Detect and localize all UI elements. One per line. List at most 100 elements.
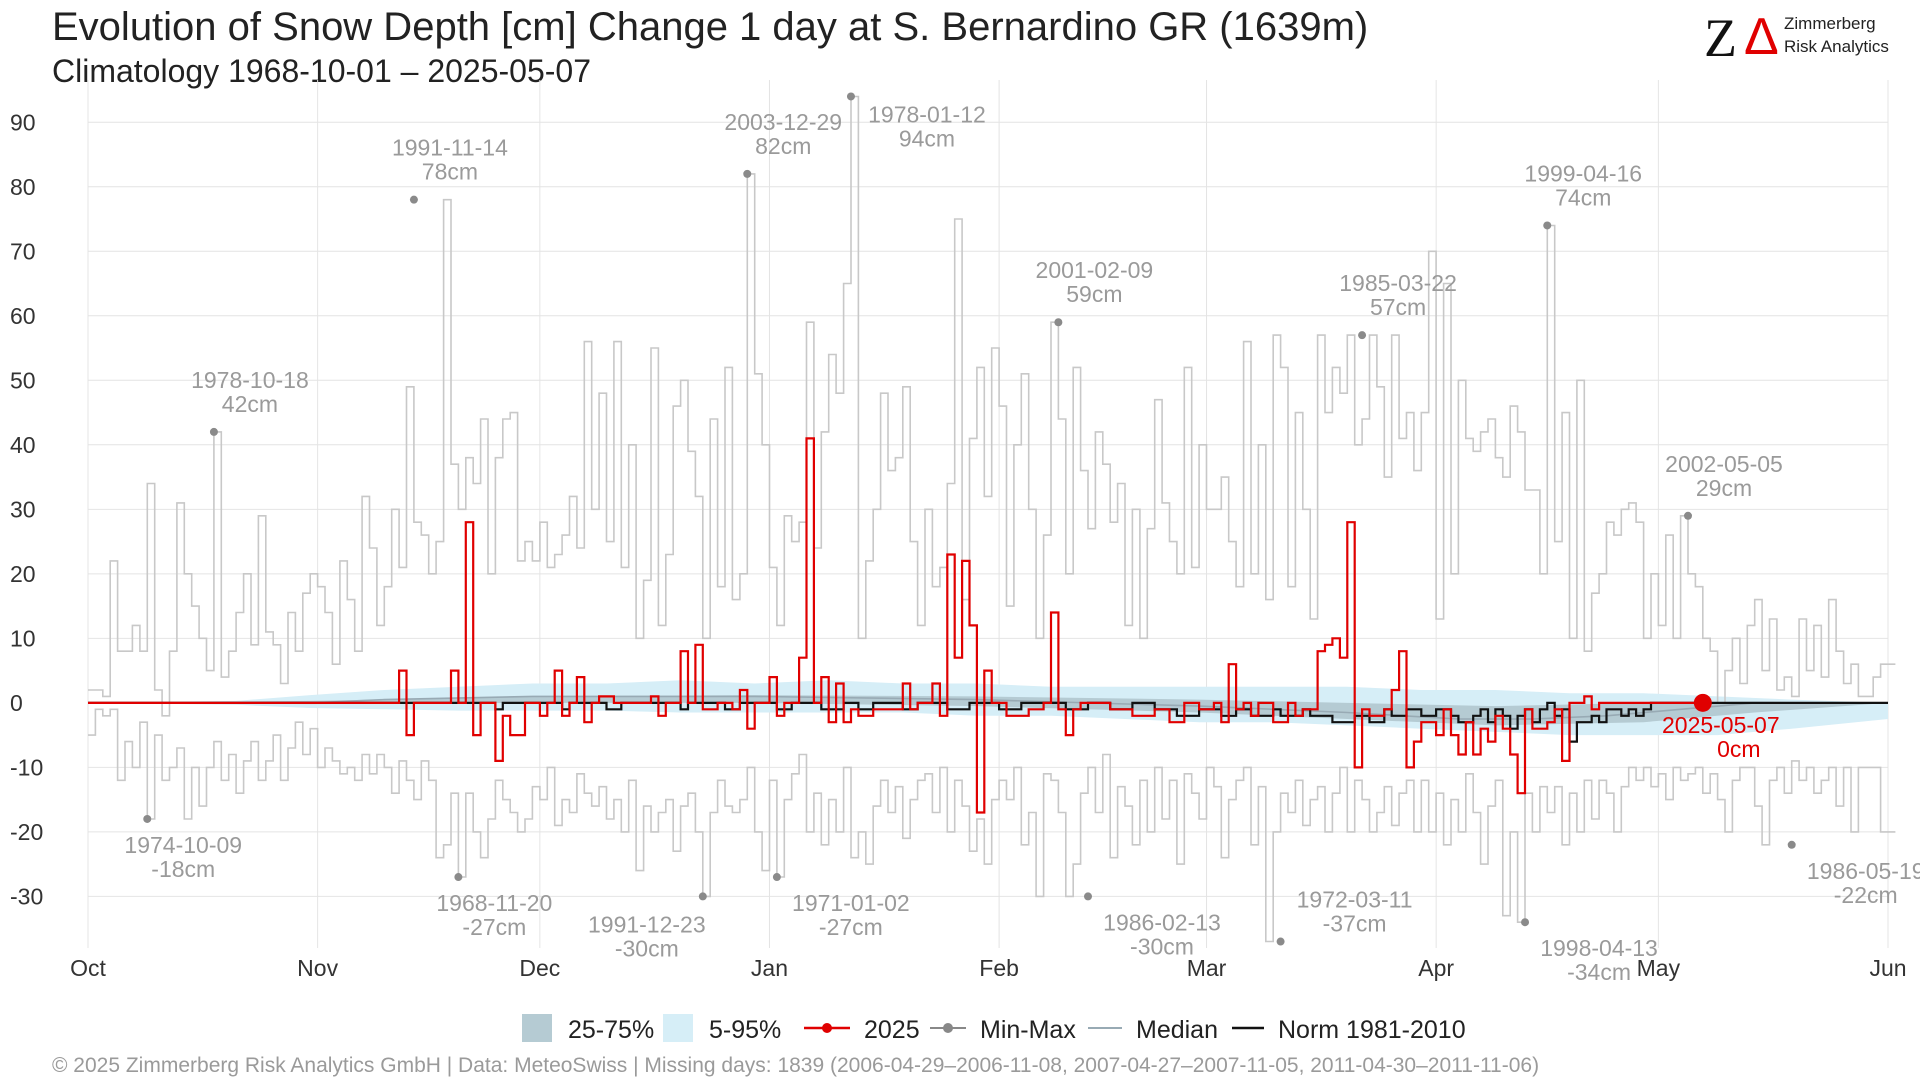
extreme-date-label: 1999-04-16 bbox=[1524, 160, 1642, 186]
extreme-marker bbox=[1084, 892, 1092, 901]
y-tick-label: 0 bbox=[10, 690, 23, 716]
extreme-date-label: 1974-10-09 bbox=[124, 832, 242, 858]
extreme-value-label: 82cm bbox=[755, 133, 811, 159]
extreme-date-label: 1985-03-22 bbox=[1339, 270, 1457, 296]
legend-swatch-5-95 bbox=[663, 1014, 693, 1042]
extreme-marker bbox=[1358, 331, 1367, 340]
extreme-value-label: -27cm bbox=[819, 914, 883, 940]
extreme-marker bbox=[209, 427, 218, 436]
grid bbox=[87, 80, 1889, 948]
x-tick-label: May bbox=[1637, 955, 1681, 981]
extreme-date-label: 1971-01-02 bbox=[792, 890, 910, 916]
extreme-marker bbox=[1543, 221, 1552, 230]
y-tick-label: -30 bbox=[10, 883, 43, 909]
extreme-marker bbox=[846, 92, 855, 101]
extreme-marker bbox=[743, 169, 752, 178]
extreme-value-label: -30cm bbox=[615, 935, 679, 961]
x-tick-label: Dec bbox=[519, 955, 560, 981]
extreme-value-label: 57cm bbox=[1370, 294, 1426, 320]
y-tick-label: 40 bbox=[10, 432, 36, 458]
y-tick-label: 20 bbox=[10, 561, 36, 587]
logo-delta-mark: Δ bbox=[1744, 8, 1779, 66]
axes: 90 80 70 60 50 40 30 20 10 0 -10 -20 -30 Oct Nov Dec Jan… bbox=[10, 109, 1907, 981]
extreme-value-label: 74cm bbox=[1555, 184, 1611, 210]
current-last-date-label: 2025-05-07 bbox=[1662, 712, 1780, 738]
extreme-date-label: 1978-10-18 bbox=[191, 367, 309, 393]
extreme-date-label: 2001-02-09 bbox=[1036, 257, 1154, 283]
extreme-value-label: -37cm bbox=[1323, 911, 1387, 937]
y-tick-label: 70 bbox=[10, 238, 36, 264]
current-2025-line bbox=[88, 437, 1703, 814]
extreme-value-label: 94cm bbox=[899, 125, 955, 151]
extreme-value-label: -27cm bbox=[462, 914, 526, 940]
extreme-date-label: 1986-02-13 bbox=[1103, 909, 1221, 935]
legend-label-min-max: Min-Max bbox=[980, 1016, 1076, 1044]
legend-dot-min-max bbox=[943, 1023, 953, 1033]
extreme-date-label: 2002-05-05 bbox=[1665, 451, 1783, 477]
footer-credits: © 2025 Zimmerberg Risk Analytics GmbH | … bbox=[52, 1054, 1539, 1077]
extreme-marker bbox=[409, 195, 418, 204]
extreme-marker bbox=[1787, 840, 1796, 849]
y-tick-label: 10 bbox=[10, 625, 36, 651]
y-tick-label: 30 bbox=[10, 496, 36, 522]
extreme-date-label: 1978-01-12 bbox=[868, 101, 986, 127]
y-tick-label: -10 bbox=[10, 754, 43, 780]
current-last-point bbox=[1693, 693, 1712, 712]
x-tick-label: Feb bbox=[979, 955, 1019, 981]
percentile-bands bbox=[88, 680, 1888, 736]
y-tick-label: 60 bbox=[10, 303, 36, 329]
x-tick-label: Mar bbox=[1187, 955, 1227, 981]
x-tick-label: Oct bbox=[70, 955, 106, 981]
extreme-marker bbox=[1054, 318, 1063, 327]
extreme-date-label: 1998-04-13 bbox=[1540, 935, 1658, 961]
legend-label-median: Median bbox=[1136, 1016, 1218, 1044]
min-max-series bbox=[88, 95, 1896, 943]
legend-label-2025: 2025 bbox=[864, 1016, 920, 1044]
extreme-date-label: 1991-11-14 bbox=[392, 135, 508, 161]
chart-subtitle: Climatology 1968-10-01 – 2025-05-07 bbox=[52, 53, 591, 89]
extreme-value-label: -22cm bbox=[1834, 882, 1898, 908]
logo-z-mark: Z bbox=[1704, 8, 1737, 68]
extreme-date-label: 1968-11-20 bbox=[436, 890, 552, 916]
legend-label-25-75: 25-75% bbox=[568, 1016, 654, 1044]
extreme-marker bbox=[1684, 511, 1692, 520]
extreme-value-label: 78cm bbox=[422, 159, 478, 185]
logo-line1: Zimmerberg bbox=[1784, 14, 1876, 33]
legend-swatch-25-75 bbox=[522, 1014, 552, 1042]
extreme-date-label: 1972-03-11 bbox=[1297, 887, 1413, 913]
y-tick-label: 50 bbox=[10, 367, 36, 393]
extreme-date-label: 1991-12-23 bbox=[588, 911, 706, 937]
x-tick-label: Jun bbox=[1869, 955, 1906, 981]
current-last-value-label: 0cm bbox=[1717, 736, 1760, 762]
x-tick-label: Jan bbox=[751, 955, 788, 981]
logo-line2: Risk Analytics bbox=[1784, 37, 1889, 56]
legend-label-5-95: 5-95% bbox=[709, 1016, 781, 1044]
extreme-value-label: -30cm bbox=[1130, 933, 1194, 959]
extreme-date-label: 2003-12-29 bbox=[724, 109, 842, 135]
extreme-marker bbox=[143, 814, 152, 823]
extreme-value-label: 29cm bbox=[1696, 475, 1752, 501]
min-line bbox=[88, 708, 1896, 943]
extreme-date-label: 1986-05-19 bbox=[1807, 858, 1920, 884]
extreme-value-label: -34cm bbox=[1567, 959, 1631, 985]
y-tick-label: 80 bbox=[10, 174, 36, 200]
x-tick-label: Apr bbox=[1418, 955, 1454, 981]
extreme-marker bbox=[1276, 937, 1285, 946]
extreme-value-label: -18cm bbox=[151, 856, 215, 882]
extreme-marker bbox=[1521, 918, 1530, 927]
logo: Z Δ Zimmerberg Risk Analytics bbox=[1704, 8, 1889, 68]
extreme-marker bbox=[698, 892, 707, 901]
extreme-marker bbox=[454, 873, 463, 882]
x-tick-label: Nov bbox=[297, 955, 338, 981]
extreme-value-label: 42cm bbox=[222, 391, 278, 417]
extreme-marker bbox=[772, 873, 781, 882]
legend-label-norm: Norm 1981-2010 bbox=[1278, 1016, 1466, 1044]
chart-title: Evolution of Snow Depth [cm] Change 1 da… bbox=[52, 5, 1368, 49]
legend: 25-75% 5-95% 2025 Min-Max Median Norm 19… bbox=[522, 1014, 1466, 1044]
y-tick-label: 90 bbox=[10, 109, 36, 135]
legend-dot-2025 bbox=[822, 1023, 832, 1033]
max-line bbox=[88, 95, 1896, 717]
extreme-value-label: 59cm bbox=[1066, 281, 1122, 307]
